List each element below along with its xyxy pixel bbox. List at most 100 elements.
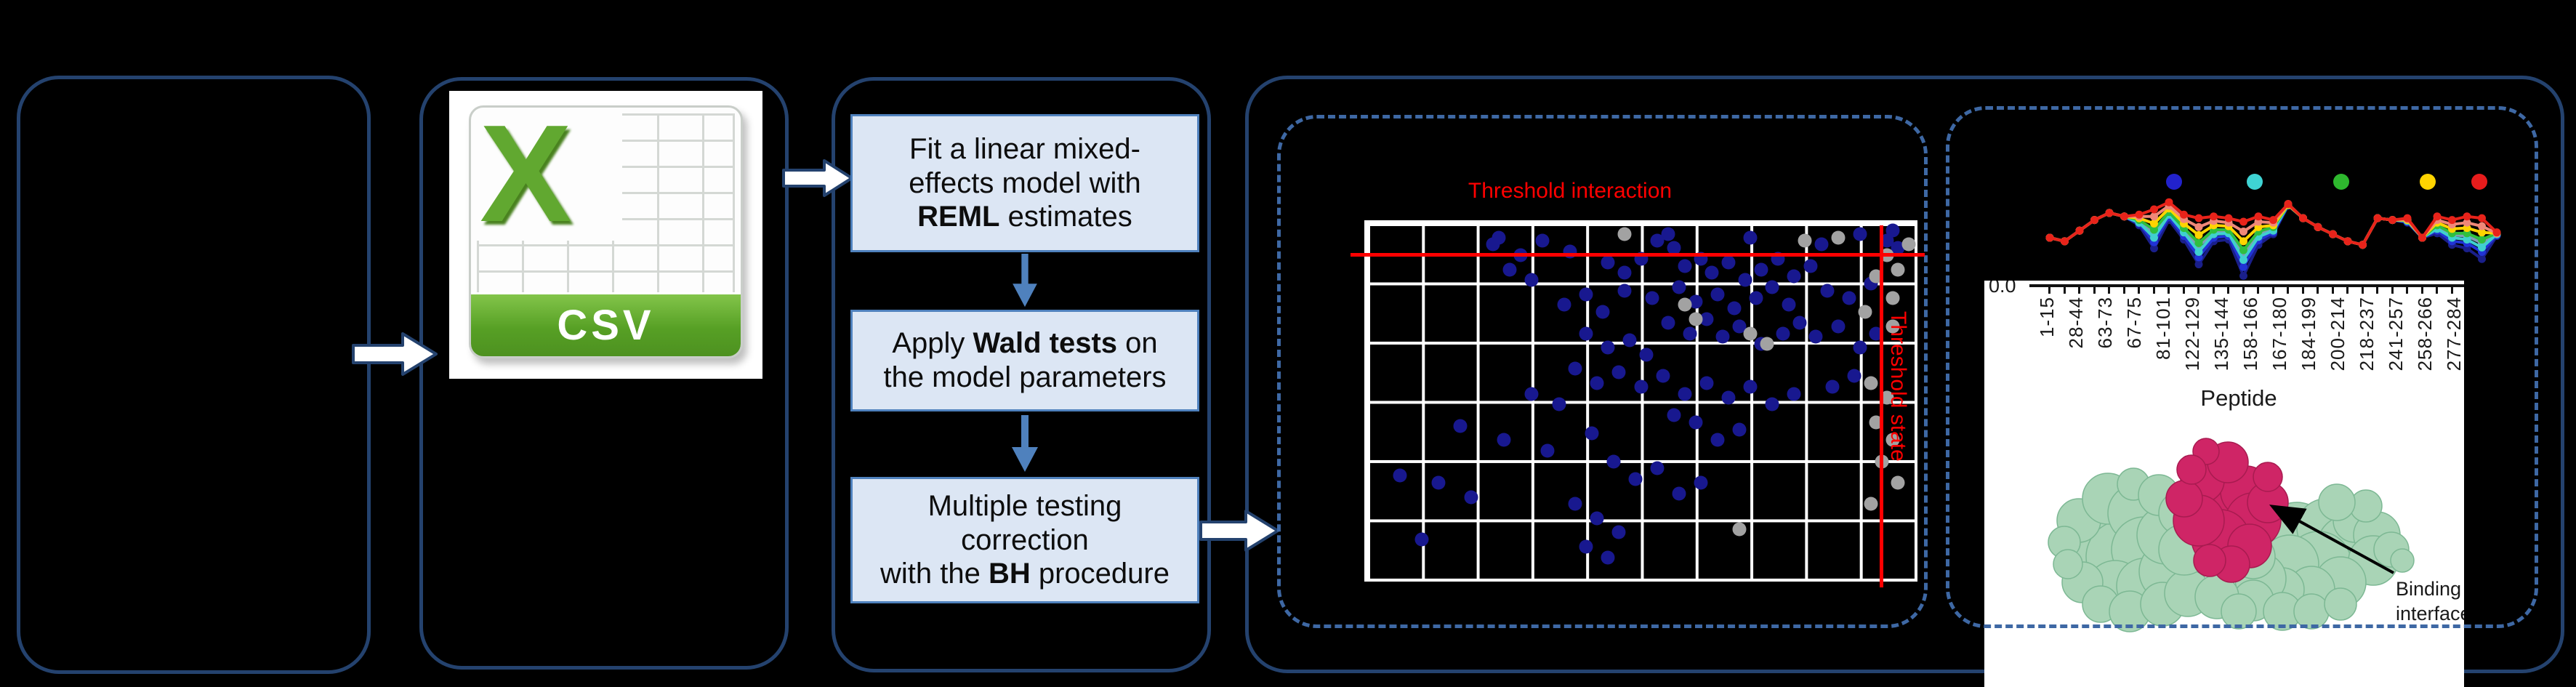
scatter-point bbox=[1689, 415, 1703, 430]
scatter-point bbox=[1880, 233, 1894, 248]
scatter-point bbox=[1814, 237, 1829, 252]
x-axis-tick bbox=[2406, 287, 2408, 294]
series-marker bbox=[2194, 230, 2203, 239]
series-marker bbox=[2373, 214, 2382, 222]
excel-x-glyph: X bbox=[480, 105, 572, 251]
x-axis-tick bbox=[2317, 287, 2319, 294]
series-marker bbox=[2045, 233, 2054, 242]
binding-interface-arrow-icon bbox=[2269, 505, 2394, 574]
flow-arrow-2-icon bbox=[782, 159, 853, 197]
scatter-point bbox=[1431, 475, 1446, 490]
x-axis-tick bbox=[2257, 287, 2259, 294]
flow-arrow-3-icon bbox=[1199, 510, 1279, 552]
scatter-point bbox=[1634, 379, 1648, 394]
series-marker bbox=[2314, 222, 2322, 231]
scatter-point bbox=[1885, 319, 1900, 334]
series-marker bbox=[2269, 216, 2277, 225]
series-marker bbox=[2090, 216, 2098, 225]
series-marker bbox=[2478, 214, 2486, 222]
scatter-point bbox=[1672, 486, 1686, 501]
scatter-point bbox=[1732, 422, 1747, 437]
x-axis-line bbox=[2029, 284, 2464, 287]
scatter-point bbox=[1678, 259, 1692, 273]
scatter-point bbox=[1853, 340, 1867, 355]
series-marker bbox=[2165, 198, 2173, 206]
series-marker bbox=[2135, 210, 2144, 219]
scatter-point bbox=[1749, 291, 1763, 305]
scatter-point bbox=[1885, 433, 1900, 447]
x-axis-tick bbox=[2376, 287, 2378, 294]
scatter-point bbox=[1486, 237, 1500, 252]
protein-body-blob bbox=[2324, 587, 2357, 621]
scatter-point bbox=[1689, 312, 1703, 326]
scatter-point bbox=[1524, 273, 1539, 287]
csv-file-image: X CSV bbox=[449, 91, 762, 379]
scatter-point bbox=[1798, 233, 1812, 248]
series-marker bbox=[2478, 228, 2486, 237]
scatter-point bbox=[1891, 475, 1905, 490]
scatter-point bbox=[1891, 241, 1905, 255]
scatter-point bbox=[1622, 333, 1637, 347]
x-axis-tick bbox=[2168, 287, 2170, 294]
legend-dot bbox=[2471, 174, 2487, 190]
step2-text: Apply bbox=[892, 327, 973, 360]
step3-text: Multiple testing correction with the bbox=[880, 489, 1122, 590]
threshold-interaction-label: Threshold interaction bbox=[1468, 179, 1673, 203]
scatter-point bbox=[1628, 472, 1643, 486]
series-marker bbox=[2239, 271, 2247, 280]
scatter-point bbox=[1568, 497, 1582, 511]
y-axis-tick-label: 0.0 bbox=[1989, 281, 2016, 297]
uptake-line-chart bbox=[2045, 174, 2501, 280]
scatter-point bbox=[1715, 329, 1730, 344]
scatter-point bbox=[1760, 337, 1774, 351]
scatter-point bbox=[1678, 387, 1692, 401]
x-axis-tick bbox=[2436, 287, 2438, 294]
x-axis-title: Peptide bbox=[2200, 385, 2277, 411]
x-axis-tick bbox=[2391, 287, 2394, 294]
x-axis-tick bbox=[2048, 287, 2050, 294]
scatter-point bbox=[1617, 227, 1632, 241]
scatter-point bbox=[1535, 233, 1550, 248]
scatter-point bbox=[1765, 397, 1779, 411]
x-axis-tick bbox=[2078, 287, 2080, 294]
scatter-point bbox=[1885, 223, 1900, 238]
scatter-point bbox=[1601, 255, 1615, 270]
series-marker bbox=[2254, 212, 2263, 221]
scatter-point bbox=[1656, 369, 1670, 383]
scatter-point bbox=[1808, 329, 1823, 344]
scatter-point bbox=[1732, 522, 1747, 537]
series-marker bbox=[2194, 222, 2203, 231]
series-marker bbox=[2418, 233, 2426, 242]
scatter-point bbox=[1738, 273, 1752, 287]
scatter-point bbox=[1667, 408, 1681, 422]
x-axis-tick bbox=[2212, 287, 2215, 294]
scatter-point bbox=[1552, 397, 1566, 411]
series-marker bbox=[2403, 214, 2412, 222]
step1-text: Fit a linear mixed- effects model with bbox=[909, 132, 1141, 199]
scatter-point bbox=[1453, 419, 1468, 433]
series-marker bbox=[2120, 212, 2128, 221]
series-marker bbox=[2463, 218, 2471, 227]
scatter-point bbox=[1667, 241, 1681, 255]
step-connector-1-icon bbox=[1013, 254, 1037, 308]
scatter-point bbox=[1765, 280, 1779, 294]
threshold-state-label: Threshold state bbox=[1886, 311, 1910, 462]
series-marker bbox=[2224, 214, 2233, 222]
binding-interface-blob bbox=[2176, 454, 2207, 485]
csv-file-icon: X CSV bbox=[469, 105, 743, 358]
series-marker bbox=[2239, 237, 2247, 246]
series-marker bbox=[2105, 209, 2114, 217]
csv-box bbox=[419, 77, 789, 670]
empty-input-box bbox=[17, 76, 371, 674]
step3-bold: BH bbox=[988, 558, 1031, 590]
protein-body-blob bbox=[2221, 593, 2257, 630]
volcano-panel bbox=[1277, 115, 1928, 628]
scatter-point bbox=[1831, 319, 1846, 334]
series-marker bbox=[2492, 228, 2501, 237]
scatter-point bbox=[1617, 265, 1632, 280]
scatter-point bbox=[1704, 265, 1719, 280]
series-marker bbox=[2359, 241, 2367, 249]
x-axis-tick bbox=[2301, 287, 2304, 294]
scatter-point bbox=[1689, 294, 1703, 309]
